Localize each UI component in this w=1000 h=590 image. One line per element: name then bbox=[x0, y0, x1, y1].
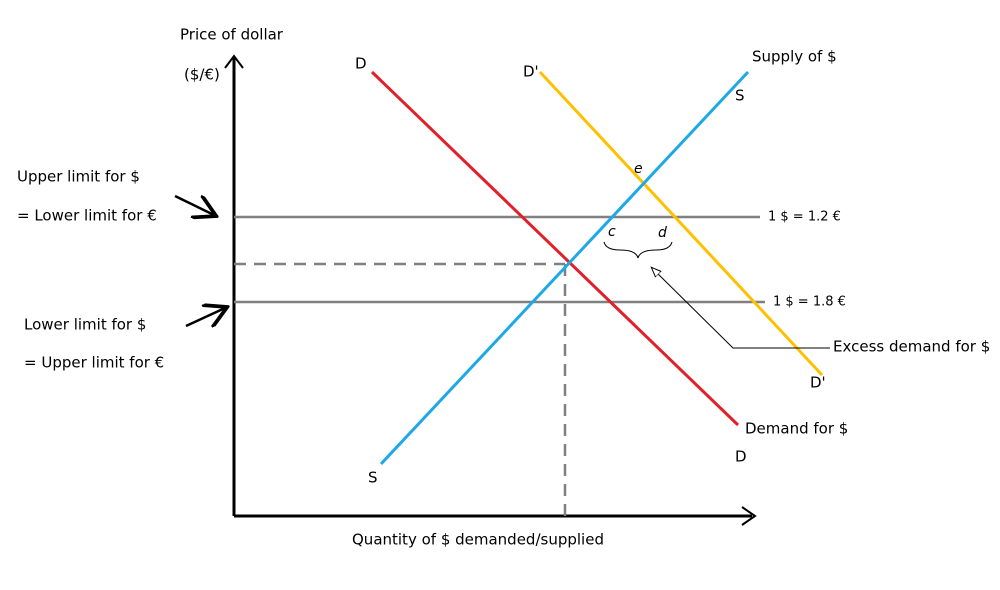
curve-label: D bbox=[735, 448, 747, 466]
curve-name: Demand for $ bbox=[745, 420, 848, 438]
curve-label: D bbox=[355, 55, 367, 73]
arrow bbox=[174, 194, 214, 215]
point-label: c bbox=[608, 224, 616, 240]
curve-label: D' bbox=[523, 63, 539, 81]
curve-label: S bbox=[735, 87, 745, 105]
new-demand-curve bbox=[538, 70, 824, 377]
annotation: Upper limit for $ bbox=[17, 168, 140, 186]
curve-name: Supply of $ bbox=[752, 48, 837, 66]
supply-curve bbox=[379, 70, 750, 466]
arrow bbox=[185, 308, 225, 326]
point-label: d bbox=[658, 225, 667, 241]
curve-label: S bbox=[368, 469, 378, 487]
annotation: Excess demand for $ bbox=[833, 338, 990, 356]
axes bbox=[224, 54, 757, 526]
excess-pointer bbox=[652, 268, 830, 349]
brace bbox=[603, 241, 673, 259]
rate-label: 1 $ = 1.2 € bbox=[768, 210, 841, 225]
x-label: Quantity of $ demanded/supplied bbox=[352, 531, 604, 549]
annotation: Lower limit for $ bbox=[24, 316, 146, 334]
annotation: = Lower limit for € bbox=[17, 207, 157, 225]
demand-curve bbox=[370, 70, 740, 427]
y-unit: ($/€) bbox=[184, 66, 220, 84]
y-label: Price of dollar bbox=[180, 26, 284, 44]
curve-label: D' bbox=[810, 374, 826, 392]
annotation: = Upper limit for € bbox=[24, 354, 164, 372]
rate-label: 1 $ = 1.8 € bbox=[773, 295, 846, 310]
point-label: e bbox=[634, 161, 643, 177]
